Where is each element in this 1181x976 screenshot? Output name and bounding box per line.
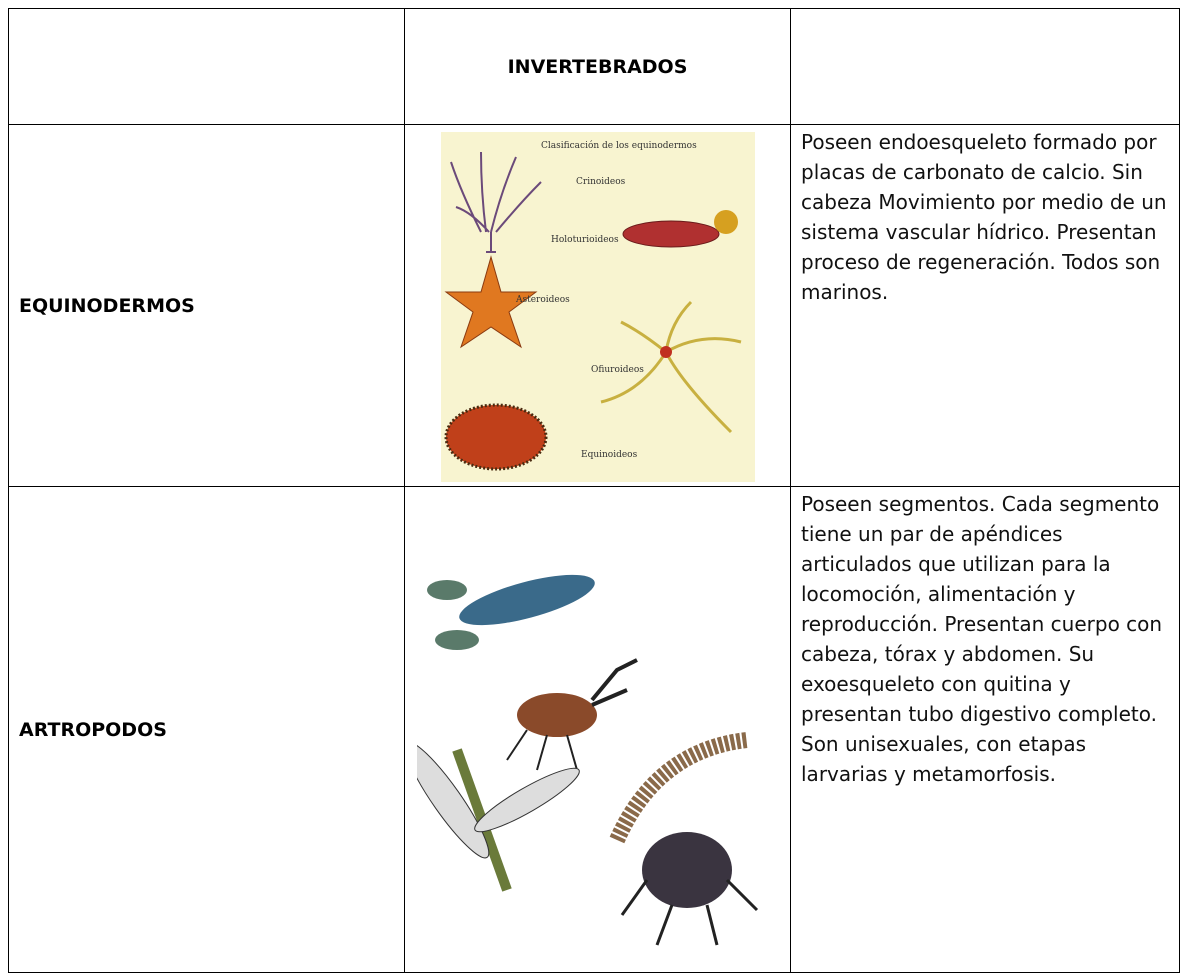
empty-cell — [790, 8, 1180, 125]
image-cell — [404, 486, 791, 973]
row: ARTROPODOS Poseen segmentos. Cada segmen… — [8, 486, 1180, 973]
empty-cell — [8, 8, 405, 125]
echinoderm-illustration: Clasificación de los equinodermos Crinoi… — [440, 131, 755, 482]
image-label: Ofiuroideos — [591, 365, 644, 375]
header-title: INVERTEBRADOS — [404, 8, 791, 125]
image-cell: Clasificación de los equinodermos Crinoi… — [404, 124, 791, 487]
row-description: Poseen endoesqueleto formado por placas … — [790, 124, 1180, 487]
image-label: Holoturioideos — [551, 235, 619, 245]
image-label: Crinoideos — [576, 177, 626, 187]
row: EQUINODERMOS Clasificación de los equino… — [8, 124, 1180, 487]
header-row: INVERTEBRADOS — [8, 8, 1180, 125]
row-name: EQUINODERMOS — [8, 124, 405, 487]
arthropod-illustration — [416, 574, 758, 946]
image-label: Asteroideos — [515, 295, 570, 305]
invertebrate-table: INVERTEBRADOS EQUINODERMOS Clasificación… — [8, 8, 1180, 973]
image-label: Equinoideos — [581, 450, 638, 460]
image-title: Clasificación de los equinodermos — [541, 140, 697, 151]
row-description: Poseen segmentos. Cada segmento tiene un… — [790, 486, 1180, 973]
row-name: ARTROPODOS — [8, 486, 405, 973]
